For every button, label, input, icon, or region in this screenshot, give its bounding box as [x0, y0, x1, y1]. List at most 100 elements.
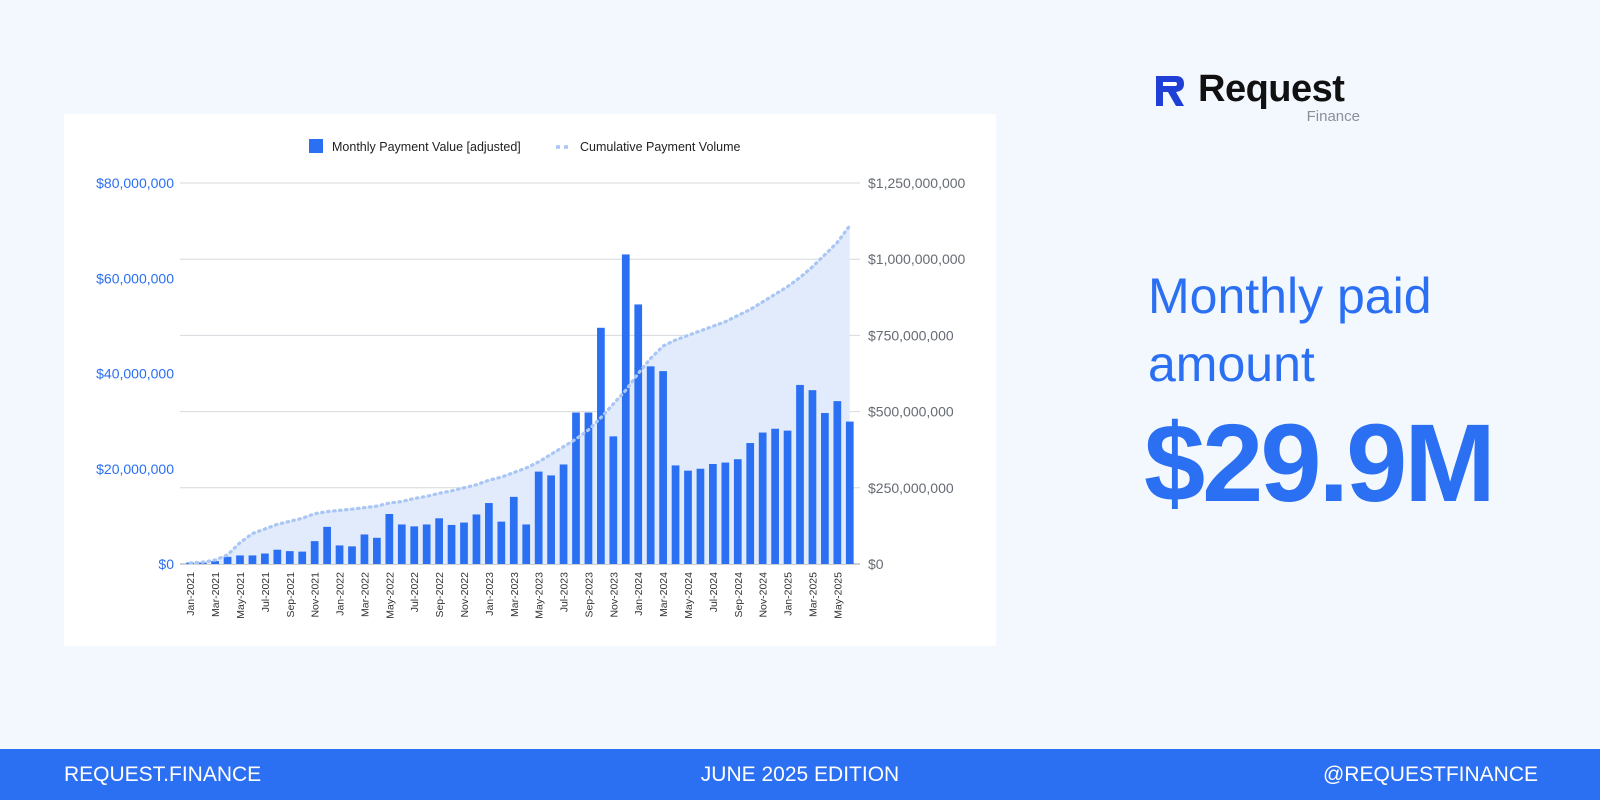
left-axis-tick-label: $40,000,000	[96, 366, 174, 382]
x-tick-label: Mar-2023	[509, 572, 521, 617]
x-tick-label: Mar-2024	[658, 572, 670, 617]
bar-Nov-2024	[758, 432, 767, 564]
bar-May-2025	[833, 401, 842, 564]
payment-chart: $0 $250,000,000 $500,000,000 $750,000,000 $1…	[96, 139, 966, 619]
request-logo-icon	[1156, 76, 1184, 106]
right-axis-tick-label: $250,000,000	[868, 480, 954, 496]
x-tick-label: Sep-2024	[733, 572, 745, 618]
right-axis-tick-label: $1,250,000,000	[868, 175, 966, 191]
right-axis-tick-label: $0	[868, 556, 884, 572]
left-axis-tick-label: $60,000,000	[96, 270, 174, 286]
x-tick-label: Jul-2022	[409, 572, 421, 612]
bar-Aug-2024	[721, 462, 730, 564]
bar-Jan-2024	[634, 304, 643, 564]
bar-Feb-2025	[796, 384, 804, 564]
x-tick-label: Mar-2022	[359, 572, 371, 617]
x-tick-label: May-2021	[235, 572, 247, 619]
bar-Oct-2024	[746, 443, 755, 564]
bar-May-2023	[534, 471, 543, 564]
bar-May-2021	[236, 555, 244, 564]
legend-label: Cumulative Payment Volume	[580, 140, 741, 154]
x-tick-label: Nov-2022	[459, 572, 471, 618]
x-tick-label: Nov-2024	[758, 572, 770, 618]
bar-Apr-2022	[373, 537, 381, 564]
bar-Mar-2023	[509, 496, 518, 564]
cumulative-line	[188, 224, 852, 565]
x-tick-label: Sep-2021	[285, 572, 297, 618]
brand-logo: Request Finance	[1154, 68, 1364, 130]
x-tick-label: May-2024	[683, 572, 695, 619]
bar-Mar-2022	[360, 534, 369, 564]
x-tick-label: Sep-2023	[583, 572, 595, 618]
x-tick-label: Jan-2022	[335, 572, 347, 616]
bar-Feb-2024	[646, 366, 655, 564]
bar-Oct-2021	[298, 551, 307, 564]
bar-Jul-2022	[410, 526, 419, 564]
bar-Aug-2022	[422, 524, 431, 564]
chart-card: $0 $250,000,000 $500,000,000 $750,000,000 $1…	[64, 114, 996, 646]
x-tick-label: Jan-2024	[633, 572, 645, 616]
bar-Nov-2022	[460, 522, 468, 564]
bar-Apr-2021	[223, 556, 232, 564]
right-axis-tick-label: $1,000,000,000	[868, 251, 966, 267]
x-tick-label: Mar-2021	[210, 572, 222, 617]
bar-Dec-2023	[621, 254, 630, 564]
footer-bar: REQUEST.FINANCE JUNE 2025 EDITION @REQUE…	[0, 749, 1600, 800]
x-tick-label: Jan-2021	[185, 572, 197, 616]
legend-label: Monthly Payment Value [adjusted]	[332, 140, 521, 154]
bar-Jun-2024	[696, 468, 705, 564]
x-tick-label: Jul-2023	[559, 572, 571, 612]
bar-Aug-2021	[273, 549, 282, 564]
bar-Jul-2024	[709, 463, 717, 564]
bar-Nov-2021	[310, 541, 319, 564]
left-axis-tick-label: $0	[158, 556, 174, 572]
bar-Jun-2021	[248, 555, 257, 564]
bar-Mar-2021	[211, 561, 219, 564]
bar-Jan-2022	[335, 545, 344, 564]
footer-website: REQUEST.FINANCE	[64, 763, 262, 786]
bar-Jan-2023	[485, 503, 493, 564]
bar-Apr-2025	[821, 413, 829, 564]
bar-Oct-2022	[447, 524, 456, 564]
x-tick-label: Jul-2021	[260, 572, 272, 612]
bar-Apr-2024	[671, 465, 680, 564]
x-tick-label: Sep-2022	[434, 572, 446, 618]
x-tick-label: Jul-2024	[708, 572, 720, 612]
bar-May-2022	[385, 513, 394, 564]
bar-Sep-2022	[435, 518, 443, 564]
bar-Mar-2025	[808, 390, 817, 564]
x-tick-label: Jan-2023	[484, 572, 496, 616]
brand-subtitle: Finance	[1306, 108, 1360, 125]
x-tick-label: Nov-2021	[310, 572, 322, 618]
bar-May-2024	[684, 470, 692, 564]
footer-edition: JUNE 2025 EDITION	[700, 763, 900, 786]
x-tick-label: Mar-2025	[807, 572, 819, 617]
footer-handle: @REQUESTFINANCE	[1322, 763, 1538, 786]
bar-Dec-2021	[323, 526, 331, 564]
bar-Feb-2022	[348, 546, 356, 564]
bar-Aug-2023	[572, 412, 580, 564]
legend-bar-swatch	[309, 139, 323, 153]
x-tick-label: May-2023	[534, 572, 546, 619]
x-tick-label: Nov-2023	[608, 572, 620, 618]
x-tick-label: May-2025	[832, 572, 844, 619]
brand-name: Request	[1198, 68, 1345, 110]
bar-Jun-2022	[397, 524, 406, 564]
bar-Nov-2023	[609, 436, 618, 564]
bar-Jun-2025	[845, 421, 854, 564]
bar-Oct-2023	[597, 327, 605, 564]
bar-Sep-2021	[285, 551, 294, 564]
right-axis-tick-label: $500,000,000	[868, 404, 954, 420]
bar-Dec-2024	[771, 428, 779, 564]
kpi-value: $29.9M	[1144, 402, 1496, 525]
x-tick-label: Jan-2025	[783, 572, 795, 616]
right-axis-tick-label: $750,000,000	[868, 327, 954, 343]
bar-Dec-2022	[472, 514, 481, 564]
left-axis-tick-label: $80,000,000	[96, 175, 174, 191]
bar-Jul-2021	[261, 553, 269, 564]
bar-Sep-2023	[584, 412, 593, 564]
kpi-label: Monthly paid amount	[1148, 268, 1432, 392]
bar-Jan-2025	[783, 430, 792, 564]
x-tick-label: May-2022	[384, 572, 396, 619]
bar-Sep-2024	[733, 459, 742, 564]
